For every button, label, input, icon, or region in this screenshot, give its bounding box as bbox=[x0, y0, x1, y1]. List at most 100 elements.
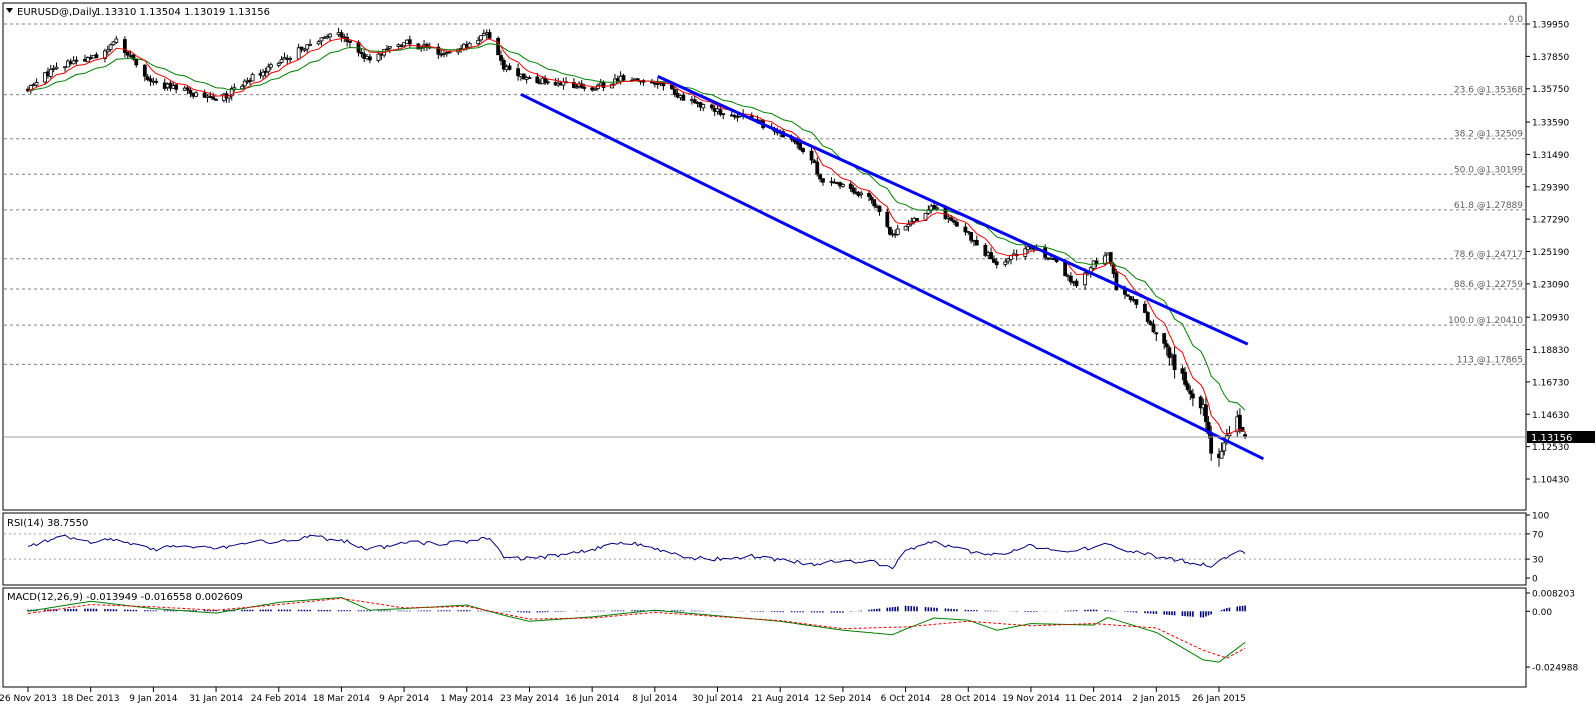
candle-body bbox=[94, 54, 99, 59]
price-tick-label: 1.16730 bbox=[1532, 378, 1569, 388]
macd-main-line bbox=[27, 596, 1246, 663]
candle-body bbox=[148, 78, 153, 82]
candle-body bbox=[1162, 333, 1167, 344]
rsi-tick-label: 70 bbox=[1532, 530, 1544, 540]
candle-body bbox=[1006, 258, 1011, 262]
macd-axis: 0.008203 0.00 -0.024988 bbox=[1526, 590, 1578, 674]
chart-header: EURUSD@,Daily 1.13310 1.13504 1.13019 1.… bbox=[6, 7, 270, 18]
candle-body bbox=[240, 85, 245, 90]
date-axis: 26 Nov 2013 18 Dec 2013 9 Jan 2014 31 Jan 2… bbox=[0, 687, 1246, 704]
candle-body bbox=[1148, 321, 1153, 326]
date-tick-label: 26 Jan 2015 bbox=[1192, 694, 1246, 704]
rsi-tick-label: 30 bbox=[1532, 556, 1544, 566]
price-tick-label: 1.35750 bbox=[1532, 85, 1569, 95]
current-price-tag-bg bbox=[1527, 430, 1595, 443]
candle-body bbox=[1183, 371, 1187, 385]
candle-body bbox=[479, 35, 483, 41]
candle-body bbox=[174, 84, 179, 90]
collapse-triangle-icon[interactable] bbox=[6, 8, 13, 13]
candle-body bbox=[74, 59, 79, 62]
price-tick-label: 1.25190 bbox=[1532, 248, 1569, 258]
candle-body bbox=[1134, 299, 1139, 305]
price-tick-label: 1.27290 bbox=[1532, 216, 1569, 226]
date-tick-label: 12 Sep 2014 bbox=[814, 694, 871, 704]
candle-body bbox=[848, 183, 853, 189]
price-tick-label: 1.14630 bbox=[1532, 411, 1569, 421]
main-panel-frame bbox=[2, 2, 1527, 511]
price-axis: 1.39950 1.37850 1.35750 1.33590 1.31490 1.293… bbox=[1526, 21, 1569, 486]
candle-body bbox=[145, 76, 150, 80]
price-tick-label: 1.33590 bbox=[1532, 119, 1569, 129]
candle-body bbox=[34, 82, 39, 86]
candle-body bbox=[436, 46, 441, 55]
price-tick-label: 1.10430 bbox=[1532, 476, 1569, 486]
current-price-tag-label: 1.13156 bbox=[1531, 433, 1572, 444]
candle-body bbox=[142, 64, 147, 77]
date-tick-label: 1 May 2014 bbox=[440, 694, 493, 704]
candle-body bbox=[795, 141, 800, 145]
candle-body bbox=[574, 86, 579, 89]
candle-body bbox=[266, 66, 271, 73]
candle-body bbox=[387, 46, 392, 49]
candle-body bbox=[103, 50, 107, 59]
candle-body bbox=[1237, 414, 1242, 430]
candle-body bbox=[487, 32, 492, 39]
channel-line[interactable] bbox=[657, 75, 1249, 346]
candle-body bbox=[1068, 275, 1073, 283]
candle-body bbox=[869, 196, 874, 201]
price-tick-label: 1.12530 bbox=[1532, 443, 1569, 453]
date-tick-label: 28 Oct 2014 bbox=[940, 694, 996, 704]
candle-body bbox=[681, 94, 686, 101]
candle-body bbox=[692, 99, 697, 103]
date-tick-label: 8 Jul 2014 bbox=[632, 694, 677, 704]
fib-level-label: 100.0 @1.20410 bbox=[1448, 316, 1523, 326]
candle-body bbox=[527, 77, 532, 79]
candle-body bbox=[279, 59, 284, 63]
candle-body bbox=[296, 47, 301, 60]
candle-body bbox=[1188, 390, 1193, 395]
candle-body bbox=[131, 54, 136, 60]
candle-body bbox=[499, 55, 503, 61]
candle-body bbox=[545, 81, 550, 84]
candle-body bbox=[989, 252, 993, 260]
rsi-line bbox=[27, 534, 1246, 570]
candle-body bbox=[407, 39, 412, 45]
candle-body bbox=[211, 96, 216, 100]
candle-body bbox=[501, 59, 506, 70]
candle-body bbox=[701, 104, 706, 109]
fib-level-label: 23.6 @1.35368 bbox=[1454, 86, 1523, 96]
candle-body bbox=[447, 51, 452, 54]
candle-body bbox=[815, 161, 820, 175]
candle-body bbox=[983, 244, 988, 256]
date-tick-label: 23 May 2014 bbox=[500, 694, 559, 704]
candle-body bbox=[1083, 272, 1087, 286]
macd-label: MACD(12,26,9) -0.013949 -0.016558 0.0026… bbox=[7, 592, 243, 603]
date-tick-label: 6 Oct 2014 bbox=[881, 694, 931, 704]
date-tick-label: 11 Dec 2014 bbox=[1065, 694, 1123, 704]
candle-body bbox=[809, 150, 814, 161]
candle-body bbox=[402, 42, 407, 47]
channel-line[interactable] bbox=[520, 92, 1265, 461]
candle-body bbox=[571, 82, 576, 88]
candle-body bbox=[85, 57, 90, 63]
candle-body bbox=[1114, 272, 1119, 291]
candle-body bbox=[867, 193, 871, 197]
candle-body bbox=[798, 142, 803, 150]
date-tick-label: 18 Mar 2014 bbox=[313, 694, 370, 704]
candle-body bbox=[1003, 261, 1008, 265]
candle-body bbox=[1108, 252, 1113, 264]
candle-body bbox=[202, 92, 207, 98]
ohlc-label: 1.13310 1.13504 1.13019 1.13156 bbox=[95, 7, 270, 18]
candle-body bbox=[543, 78, 548, 83]
candle-body bbox=[108, 44, 113, 50]
candle-body bbox=[319, 37, 324, 42]
candle-body bbox=[359, 51, 364, 54]
candle-body bbox=[54, 66, 59, 70]
date-tick-label: 16 Jun 2014 bbox=[565, 694, 619, 704]
candle-body bbox=[949, 217, 954, 221]
candle-body bbox=[48, 69, 53, 77]
date-tick-label: 24 Feb 2014 bbox=[251, 694, 307, 704]
candle-body bbox=[895, 228, 900, 235]
candle-body bbox=[1103, 255, 1107, 265]
candle-body bbox=[316, 41, 321, 45]
